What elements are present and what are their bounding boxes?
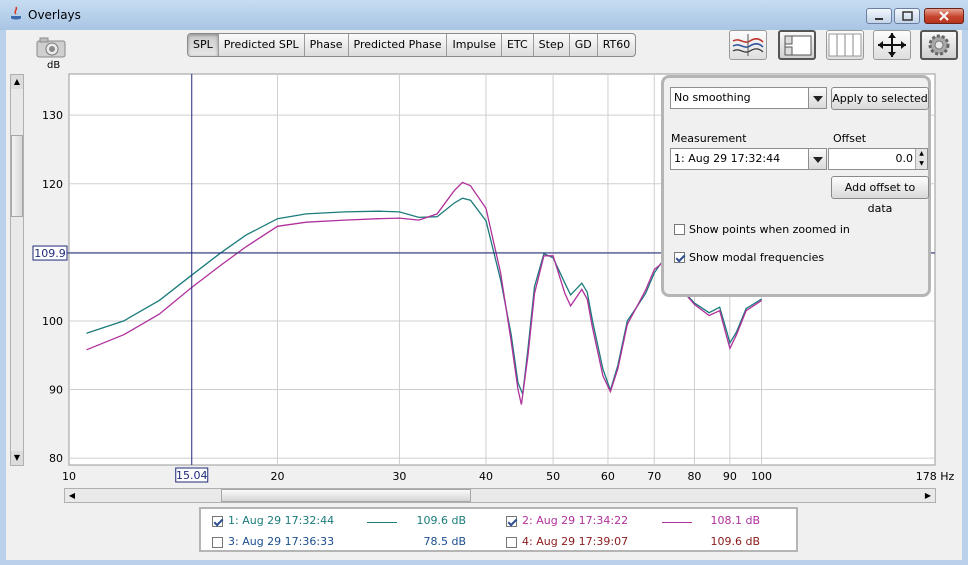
legend-line-2	[662, 522, 692, 523]
legend-value-3: 78.5 dB	[423, 535, 466, 548]
y-tick-label: 90	[49, 384, 63, 397]
x-tick-label: 178 Hz	[916, 470, 955, 483]
camera-icon[interactable]	[34, 35, 68, 59]
y-tick-label: 120	[42, 178, 63, 191]
legend-label-2: 2: Aug 29 17:34:22	[522, 514, 629, 527]
scroll-right-arrow-icon[interactable]: ▶	[924, 491, 932, 500]
show-modal-checkbox[interactable]	[674, 252, 685, 263]
measurement-label: Measurement	[671, 132, 747, 145]
legend-label-3: 3: Aug 29 17:36:33	[228, 535, 335, 548]
tab-rt60[interactable]: RT60	[602, 38, 631, 51]
legend-value-2: 108.1 dB	[710, 514, 760, 527]
legend-label-1: 1: Aug 29 17:32:44	[228, 514, 335, 527]
show-points-label: Show points when zoomed in	[689, 223, 850, 236]
smoothing-value: No smoothing	[674, 91, 751, 104]
measurements-legend: 1: Aug 29 17:32:44 109.6 dB 2: Aug 29 17…	[199, 507, 798, 552]
horizontal-scrollbar[interactable]: ◀ ▶	[64, 488, 936, 503]
add-offset-button[interactable]: Add offset to data	[831, 176, 929, 215]
vertical-lines-icon	[828, 33, 862, 57]
legend-toggle-icon	[784, 35, 812, 56]
overlays-window-content: SPL Predicted SPL Phase Predicted Phase …	[6, 30, 962, 560]
fit-view-button[interactable]	[873, 30, 911, 60]
controls-panel: No smoothing Apply to selected Measureme…	[661, 75, 931, 297]
tab-predicted-phase[interactable]: Predicted Phase	[349, 34, 448, 56]
cursor-x-readout-box	[175, 467, 209, 483]
x-tick-label: 40	[479, 470, 493, 483]
x-tick-label: 80	[687, 470, 701, 483]
maximize-icon	[902, 11, 913, 21]
y-tick-label: 100	[42, 315, 63, 328]
cursor-y-readout: 109.9	[34, 247, 66, 260]
vertical-lines-button[interactable]	[826, 30, 864, 60]
spinner-up-icon[interactable]: ▲	[915, 149, 927, 159]
x-tick-label: 50	[546, 470, 560, 483]
legend-line-1	[367, 522, 397, 523]
spinner-down-icon[interactable]: ▼	[915, 159, 927, 169]
chevron-down-icon[interactable]	[808, 88, 826, 108]
legend-value-1: 109.6 dB	[416, 514, 466, 527]
graph-tabs: SPL Predicted SPL Phase Predicted Phase …	[187, 33, 637, 57]
align-traces-icon	[732, 34, 764, 56]
x-tick-label: 100	[751, 470, 772, 483]
legend-checkbox-1[interactable]	[212, 516, 223, 527]
legend-checkbox-3[interactable]	[212, 537, 223, 548]
x-tick-label: 30	[392, 470, 406, 483]
legend-toggle-button[interactable]	[778, 30, 816, 60]
gear-icon	[928, 34, 950, 56]
legend-value-4: 109.6 dB	[710, 535, 760, 548]
offset-spinner[interactable]: 0.0 ▲ ▼	[828, 148, 928, 170]
legend-checkbox-4[interactable]	[506, 537, 517, 548]
tab-phase[interactable]: Phase	[305, 34, 349, 56]
offset-value[interactable]: 0.0	[895, 152, 914, 165]
offset-label: Offset	[833, 132, 867, 145]
show-points-checkbox[interactable]	[674, 224, 685, 235]
show-modal-label: Show modal frequencies	[689, 251, 825, 264]
java-app-icon	[11, 6, 21, 20]
close-icon	[939, 11, 949, 21]
maximize-button[interactable]	[894, 8, 920, 24]
minimize-icon	[875, 18, 883, 20]
tab-predicted-spl[interactable]: Predicted SPL	[219, 34, 305, 56]
vertical-scroll-thumb[interactable]	[11, 135, 23, 217]
x-tick-label: 20	[270, 470, 284, 483]
tab-impulse[interactable]: Impulse	[447, 34, 502, 56]
close-button[interactable]	[924, 8, 964, 24]
align-traces-button[interactable]	[729, 30, 767, 60]
apply-to-selected-button[interactable]: Apply to selected	[831, 87, 929, 110]
y-axis-unit: dB	[47, 60, 61, 71]
x-tick-label: 70	[647, 470, 661, 483]
x-tick-label: 10	[62, 470, 76, 483]
chevron-down-icon[interactable]	[808, 149, 826, 169]
scroll-up-arrow-icon[interactable]: ▲	[11, 75, 23, 89]
measurement-select[interactable]: 1: Aug 29 17:32:44	[670, 148, 827, 170]
fit-view-icon	[878, 33, 906, 57]
settings-button[interactable]	[920, 30, 958, 60]
measurement-value: 1: Aug 29 17:32:44	[674, 152, 781, 165]
scroll-down-arrow-icon[interactable]: ▼	[11, 451, 23, 465]
title-bar: Overlays	[0, 0, 968, 30]
cursor-y-readout-box	[32, 245, 68, 261]
x-tick-label: 60	[601, 470, 615, 483]
horizontal-scroll-thumb[interactable]	[221, 489, 471, 502]
tab-spl[interactable]: SPL	[188, 34, 219, 56]
cursor-x-readout: 15.04	[176, 469, 208, 482]
tab-gd[interactable]: GD	[570, 34, 598, 56]
legend-checkbox-2[interactable]	[506, 516, 517, 527]
smoothing-select[interactable]: No smoothing	[670, 87, 827, 109]
window-title: Overlays	[28, 8, 81, 22]
tab-step[interactable]: Step	[534, 34, 570, 56]
minimize-button[interactable]	[866, 8, 892, 24]
scroll-left-arrow-icon[interactable]: ◀	[68, 491, 76, 500]
x-tick-label: 90	[723, 470, 737, 483]
vertical-scrollbar[interactable]: ▲ ▼	[10, 74, 24, 466]
tab-etc[interactable]: ETC	[502, 34, 534, 56]
legend-label-4: 4: Aug 29 17:39:07	[522, 535, 629, 548]
y-tick-label: 130	[42, 109, 63, 122]
y-tick-label: 80	[49, 452, 63, 465]
